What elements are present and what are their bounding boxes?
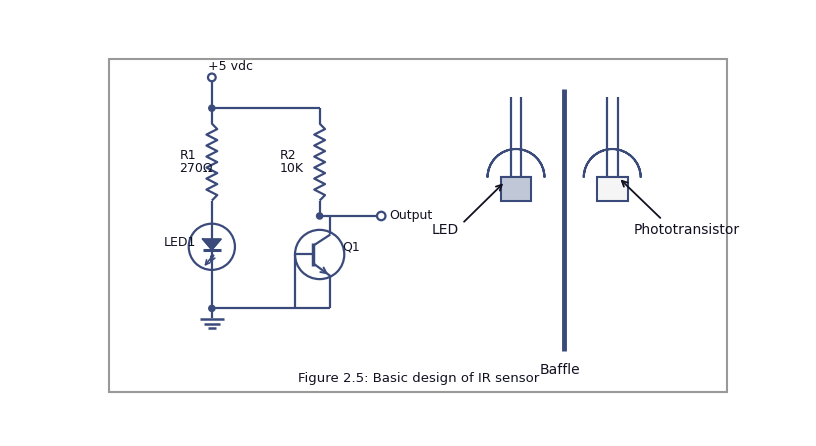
Text: LED: LED: [432, 223, 459, 237]
Polygon shape: [202, 239, 221, 250]
Circle shape: [317, 213, 322, 219]
Text: +5 vdc: +5 vdc: [208, 60, 253, 73]
Text: R2: R2: [280, 149, 296, 162]
Text: LED1: LED1: [164, 235, 197, 249]
Wedge shape: [583, 149, 641, 178]
Circle shape: [209, 306, 215, 311]
Text: Output: Output: [389, 210, 432, 223]
Circle shape: [209, 105, 215, 111]
Bar: [596, 178, 628, 201]
Wedge shape: [487, 149, 544, 178]
FancyBboxPatch shape: [109, 59, 727, 392]
Text: Baffle: Baffle: [539, 363, 580, 377]
Bar: [500, 178, 531, 201]
Text: Phototransistor: Phototransistor: [634, 223, 740, 237]
Text: R1: R1: [180, 149, 196, 162]
Text: 270Ω: 270Ω: [180, 162, 213, 175]
Text: Q1: Q1: [343, 240, 361, 253]
Text: 10K: 10K: [280, 162, 304, 175]
Text: Figure 2.5: Basic design of IR sensor: Figure 2.5: Basic design of IR sensor: [298, 372, 539, 385]
